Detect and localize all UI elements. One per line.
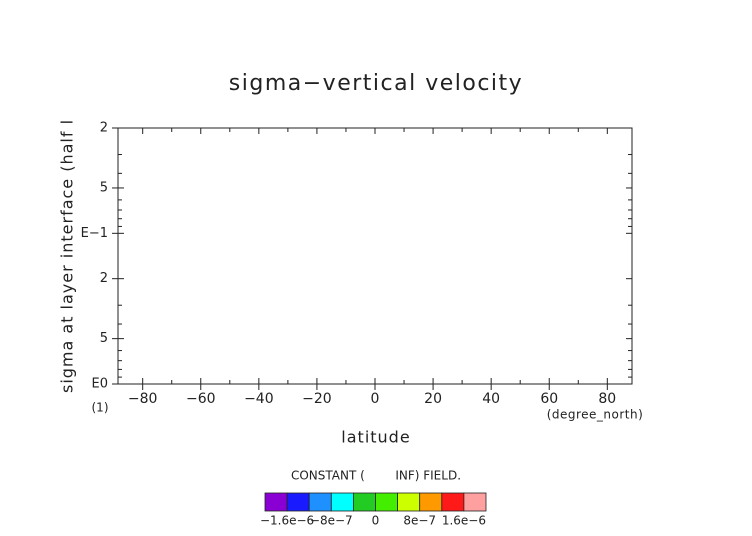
y-tick-label: E−1 [81, 226, 108, 241]
colorbar-segment [441, 492, 465, 512]
y-axis-label: sigma at layer interface (half l [58, 119, 77, 393]
colorbar-segment [463, 492, 487, 512]
x-tick-label: 0 [371, 391, 380, 407]
colorbar-segment [397, 492, 421, 512]
x-tick-label: 40 [482, 391, 500, 407]
chart-title: sigma−vertical velocity [229, 71, 523, 96]
y-tick-label: 5 [100, 180, 108, 195]
colorbar-tick-label: −1.6e−6 [260, 514, 314, 528]
x-tick-label: 20 [424, 391, 442, 407]
annotation: CONSTANT ( INF) FIELD. [291, 469, 461, 483]
x-axis-units: (degree_north) [547, 408, 644, 422]
y-tick-label: E0 [92, 377, 109, 392]
colorbar-segment [330, 492, 354, 512]
y-tick-label: 2 [100, 271, 108, 286]
colorbar-segment [352, 492, 376, 512]
colorbar-segment [264, 492, 288, 512]
y-tick-label: 5 [100, 331, 108, 346]
x-tick-label: −80 [128, 391, 158, 407]
y-tick-label: 2 [100, 121, 108, 136]
x-tick-label: 60 [540, 391, 558, 407]
colorbar-tick-label: 0 [372, 514, 380, 528]
colorbar-tick-label: 1.6e−6 [442, 514, 486, 528]
x-tick-label: 80 [598, 391, 616, 407]
colorbar-segment [375, 492, 399, 512]
y-axis-units: (1) [92, 401, 109, 415]
x-axis-label: latitude [341, 428, 410, 447]
colorbar-tick-label: 8e−7 [403, 514, 436, 528]
x-tick-label: −60 [186, 391, 216, 407]
x-tick-label: −20 [302, 391, 332, 407]
colorbar-segment [308, 492, 332, 512]
colorbar-tick-label: −8e−7 [310, 514, 353, 528]
x-tick-label: −40 [244, 391, 274, 407]
plot-frame [117, 127, 633, 385]
colorbar-segment [419, 492, 443, 512]
colorbar-segment [286, 492, 310, 512]
